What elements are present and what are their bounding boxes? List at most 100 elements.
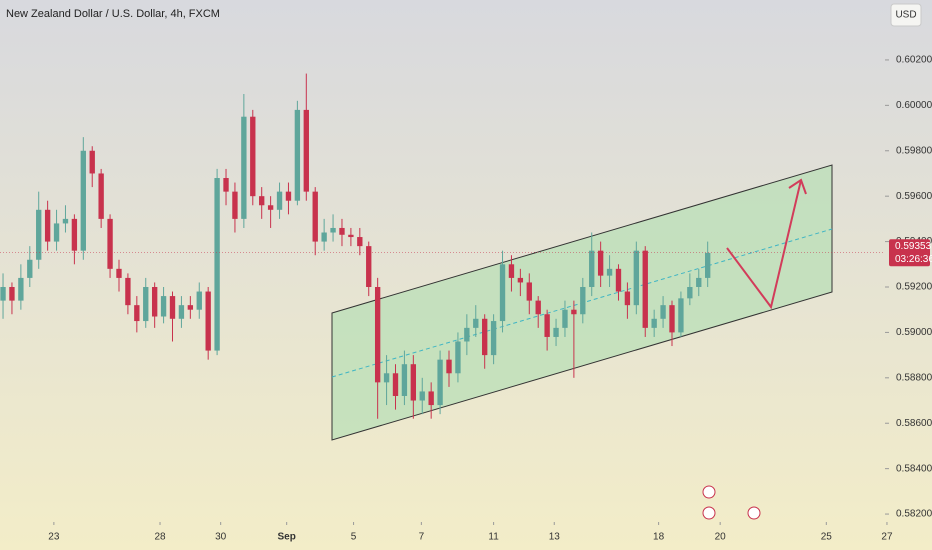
candle-body: [517, 277, 524, 283]
candle-body: [401, 364, 408, 396]
y-tick-label: 0.59600: [896, 191, 932, 202]
y-tick-label: 0.58600: [896, 418, 932, 429]
candle-body: [303, 109, 309, 192]
candle-body: [267, 205, 274, 210]
candle-body: [98, 173, 104, 219]
candle-body: [187, 305, 194, 310]
candle-body: [169, 296, 176, 319]
forecast-arrow: [726, 179, 802, 310]
candle-body: [116, 268, 122, 278]
y-tick-label: 0.58400: [896, 463, 932, 474]
candle-body: [446, 359, 452, 374]
candle-body: [178, 305, 185, 319]
candle-body: [660, 305, 666, 319]
candle-body: [687, 286, 693, 299]
candle-body: [366, 246, 372, 287]
candle-body: [44, 209, 51, 242]
currency-label: USD: [895, 10, 916, 21]
candle-body: [223, 178, 229, 192]
x-tick-label: 20: [715, 532, 727, 543]
candle-body: [18, 277, 24, 301]
candle-body: [589, 250, 595, 287]
y-tick-label: 0.60000: [896, 100, 932, 111]
candle-body: [357, 237, 363, 247]
candle-body: [107, 218, 113, 269]
candle-body: [71, 218, 78, 251]
event-icon[interactable]: [747, 506, 761, 520]
last-price-box: [889, 239, 930, 267]
candle-body: [232, 191, 238, 219]
candle-body: [241, 116, 247, 219]
candle-body: [526, 282, 532, 301]
candle-body: [321, 232, 327, 242]
chart-title: New Zealand Dollar / U.S. Dollar, 4h, FX…: [6, 8, 220, 20]
candle-body: [464, 327, 470, 342]
x-tick-label: 27: [881, 532, 893, 543]
candle-body: [196, 291, 202, 310]
candle-body: [597, 250, 604, 276]
event-icon[interactable]: [702, 485, 716, 499]
candle-body: [562, 309, 568, 328]
x-tick-label: 30: [215, 532, 227, 543]
candle-body: [455, 341, 461, 374]
candle-body: [508, 264, 515, 278]
candle-body: [499, 264, 506, 322]
candle-body: [624, 291, 631, 306]
event-icon[interactable]: [702, 506, 716, 520]
candle-body: [651, 318, 657, 328]
candle-body: [214, 178, 220, 351]
candle-body: [535, 300, 541, 315]
candle-body: [678, 298, 684, 333]
y-tick-label: 0.60200: [896, 55, 932, 66]
y-tick-label: 0.59800: [896, 145, 932, 156]
candle-body: [392, 373, 399, 396]
candle-body: [482, 318, 488, 356]
last-price-label: 0.59353: [895, 241, 932, 252]
candle-body: [490, 321, 497, 356]
candle-body: [143, 286, 149, 322]
candle-body: [259, 196, 265, 206]
candle-body: [27, 259, 33, 278]
candle-body: [606, 268, 613, 276]
y-tick-label: 0.59200: [896, 282, 932, 293]
candle-body: [419, 391, 425, 401]
candle-body: [580, 286, 586, 315]
candle-body: [615, 268, 622, 292]
candle-body: [53, 223, 60, 242]
x-tick-label: 5: [351, 532, 357, 543]
candle-body: [696, 277, 702, 287]
x-tick-label: 7: [419, 532, 425, 543]
x-tick-label: 18: [653, 532, 665, 543]
candle-body: [205, 291, 211, 351]
candle-body: [473, 318, 479, 328]
arrow-head: [788, 178, 807, 195]
candle-body: [348, 234, 354, 238]
candle-body: [330, 227, 336, 233]
candle-body: [428, 391, 434, 406]
candle-body: [0, 286, 6, 301]
candle-body: [374, 286, 381, 383]
y-tick-label: 0.59000: [896, 327, 932, 338]
candle-body: [125, 277, 131, 306]
countdown-label: 03:26:36: [895, 254, 932, 265]
currency-button[interactable]: [890, 3, 922, 27]
candle-body: [9, 286, 15, 301]
candle-body: [80, 150, 86, 251]
candle-body: [160, 296, 167, 317]
x-tick-label: Sep: [278, 532, 296, 543]
event-icons: [702, 485, 761, 520]
candle-body: [669, 305, 675, 333]
y-tick-label: 0.58800: [896, 372, 932, 383]
candle-body: [553, 327, 559, 337]
candle-body: [705, 252, 711, 278]
plot-area: [0, 73, 711, 419]
candle-body: [544, 314, 550, 337]
candle-body: [134, 305, 140, 322]
x-tick-label: 11: [488, 532, 499, 543]
candle-body: [285, 191, 292, 201]
candle-body: [151, 286, 158, 317]
candle-body: [294, 109, 301, 201]
candle-body: [312, 191, 318, 242]
candle-body: [633, 250, 639, 306]
